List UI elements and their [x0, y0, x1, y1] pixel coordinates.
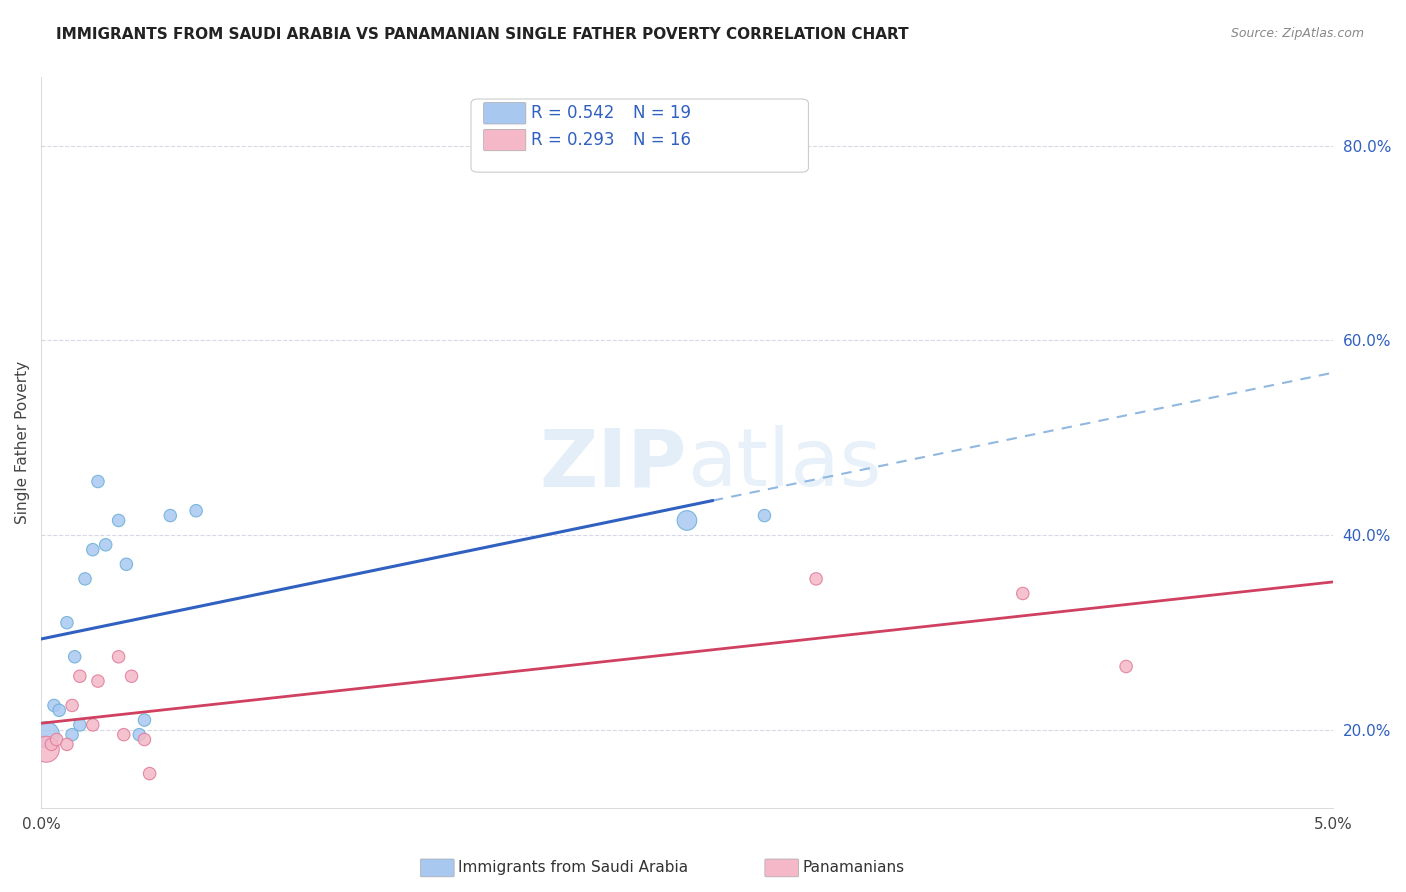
Point [87, 475, 110, 489]
Point [73, 572, 96, 586]
Text: Panamanians: Panamanians [803, 861, 905, 875]
Text: N = 19: N = 19 [633, 104, 690, 122]
Point [87, 674, 110, 689]
Point [121, 669, 143, 683]
Point [45, 732, 67, 747]
Text: N = 16: N = 16 [633, 131, 690, 149]
Point [112, 728, 135, 742]
Point [41, 738, 63, 752]
Point [138, 766, 160, 780]
Point [48, 703, 70, 717]
Text: atlas: atlas [688, 425, 882, 503]
Point [82, 718, 104, 732]
Point [42, 698, 65, 713]
Point [184, 504, 207, 518]
Text: ZIP: ZIP [540, 425, 688, 503]
Point [56, 738, 79, 752]
Point [676, 513, 699, 527]
Point [107, 649, 129, 664]
Text: R = 0.293: R = 0.293 [531, 131, 614, 149]
Point [1011, 586, 1033, 600]
Text: Source: ZipAtlas.com: Source: ZipAtlas.com [1230, 27, 1364, 40]
Point [60, 728, 83, 742]
Point [804, 572, 827, 586]
Text: R = 0.542: R = 0.542 [531, 104, 614, 122]
Point [94, 538, 117, 552]
Point [63, 649, 86, 664]
Point [159, 508, 181, 523]
Point [107, 513, 129, 527]
Point [134, 713, 156, 727]
Point [1115, 659, 1137, 673]
Point [69, 669, 91, 683]
Point [35, 742, 58, 756]
Point [69, 718, 91, 732]
Text: IMMIGRANTS FROM SAUDI ARABIA VS PANAMANIAN SINGLE FATHER POVERTY CORRELATION CHA: IMMIGRANTS FROM SAUDI ARABIA VS PANAMANI… [56, 27, 908, 42]
Point [60, 698, 83, 713]
Y-axis label: Single Father Poverty: Single Father Poverty [15, 361, 30, 524]
Point [82, 542, 104, 557]
Point [35, 728, 58, 742]
Point [134, 732, 156, 747]
Text: Immigrants from Saudi Arabia: Immigrants from Saudi Arabia [458, 861, 689, 875]
Point [56, 615, 79, 630]
Point [115, 558, 138, 572]
Point [128, 728, 150, 742]
Point [754, 508, 776, 523]
